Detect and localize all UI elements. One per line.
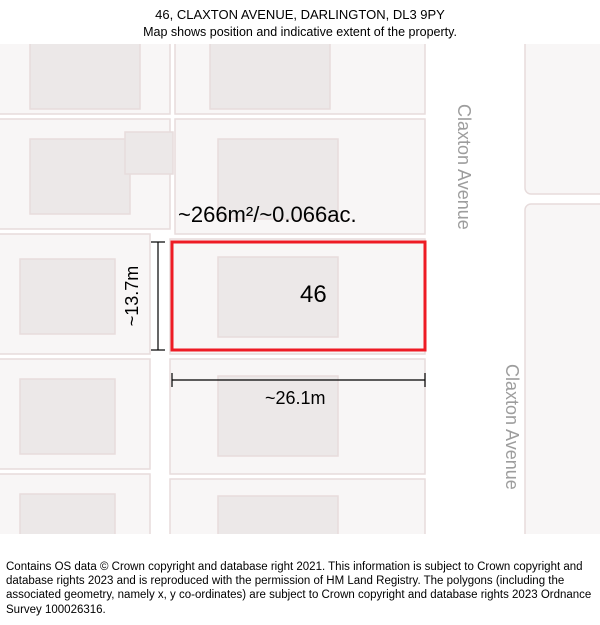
header: 46, CLAXTON AVENUE, DARLINGTON, DL3 9PY … — [0, 0, 600, 42]
copyright-footer: Contains OS data © Crown copyright and d… — [0, 556, 600, 625]
map-svg: Claxton Avenue Claxton Avenue ~266m²/~0.06… — [0, 44, 600, 534]
street-label: Claxton Avenue — [454, 104, 474, 230]
house-number: 46 — [300, 281, 327, 308]
area-label: ~266m²/~0.066ac. — [178, 202, 357, 227]
address-title: 46, CLAXTON AVENUE, DARLINGTON, DL3 9PY — [10, 6, 590, 24]
height-dimension-label: ~13.7m — [122, 266, 142, 327]
map-area: Claxton Avenue Claxton Avenue ~266m²/~0.06… — [0, 44, 600, 534]
width-dimension-label: ~26.1m — [265, 388, 326, 408]
map-subtitle: Map shows position and indicative extent… — [10, 24, 590, 41]
street-label: Claxton Avenue — [502, 364, 522, 490]
